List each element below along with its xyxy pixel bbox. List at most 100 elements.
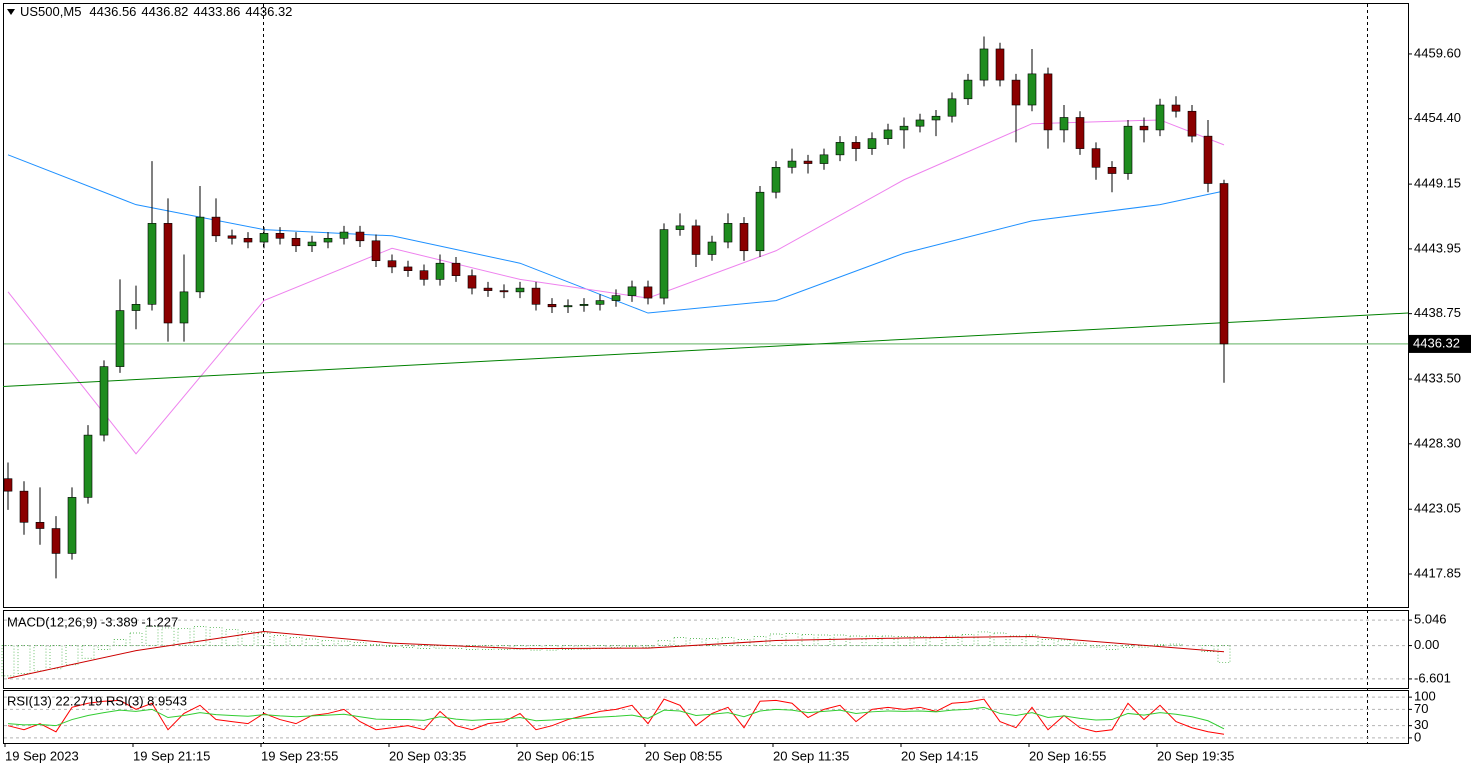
candle-body xyxy=(339,231,349,239)
macd-bar xyxy=(833,634,847,646)
y-tick-label: -6.601 xyxy=(1414,670,1451,685)
x-tick-label: 20 Sep 19:35 xyxy=(1157,748,1234,763)
y-tick-label: 4417.85 xyxy=(1414,565,1461,580)
candle-body xyxy=(99,366,109,436)
macd-bar xyxy=(145,626,159,646)
candle-body xyxy=(963,79,973,100)
candle-body xyxy=(1219,183,1229,345)
candle-body xyxy=(1187,110,1197,137)
candle-body xyxy=(755,191,765,252)
macd-bar xyxy=(353,642,367,646)
macd-bar xyxy=(561,645,575,650)
moving-average xyxy=(7,119,1225,455)
candle-body xyxy=(915,119,925,127)
x-tick-label: 19 Sep 23:55 xyxy=(261,748,338,763)
macd-bar xyxy=(241,631,255,646)
macd-bar xyxy=(177,628,191,646)
y-tick-label: 4423.05 xyxy=(1414,501,1461,516)
moving-average xyxy=(7,154,1225,314)
macd-bar xyxy=(1121,645,1135,648)
candle-body xyxy=(1107,166,1117,174)
candle-body xyxy=(931,115,941,121)
candle-body xyxy=(19,490,29,523)
macd-bar xyxy=(945,635,959,646)
macd-bar xyxy=(1009,635,1023,646)
candle-body xyxy=(1171,104,1181,112)
candle-body xyxy=(499,290,509,293)
x-tick-label: 20 Sep 06:15 xyxy=(517,748,594,763)
candle-body xyxy=(611,295,621,301)
candle-body xyxy=(515,287,525,293)
candle-body xyxy=(211,216,221,237)
macd-bar xyxy=(881,635,895,646)
candle-body xyxy=(227,235,237,239)
high-price: 4436.82 xyxy=(141,4,188,19)
macd-bar xyxy=(577,645,591,650)
candle-body xyxy=(1155,104,1165,131)
macd-bar xyxy=(273,635,287,646)
candle-body xyxy=(531,287,541,305)
macd-bar xyxy=(849,635,863,646)
macd-bar xyxy=(545,645,559,651)
y-tick-label: 30 xyxy=(1414,717,1428,732)
candle-body xyxy=(995,48,1005,81)
macd-bar xyxy=(657,640,671,646)
macd-bar xyxy=(289,637,303,646)
candle-body xyxy=(819,154,829,164)
candle-body xyxy=(435,262,445,280)
macd-bar xyxy=(817,634,831,646)
candle-body xyxy=(243,237,253,243)
candle-body xyxy=(707,241,717,255)
macd-bar xyxy=(33,645,47,672)
macd-bar xyxy=(17,645,31,674)
candle-body xyxy=(1059,117,1069,131)
macd-bar xyxy=(1169,643,1183,646)
y-tick-label: 4438.75 xyxy=(1414,305,1461,320)
candle-body xyxy=(803,160,813,164)
macd-bar xyxy=(1,645,15,677)
collapse-icon[interactable] xyxy=(7,9,15,15)
macd-bar xyxy=(769,633,783,646)
candle-body xyxy=(83,434,93,498)
candle-body xyxy=(1123,125,1133,174)
candle-body xyxy=(291,237,301,247)
macd-bar xyxy=(1057,639,1071,646)
macd-bar xyxy=(481,645,495,650)
y-tick-label: 4433.50 xyxy=(1414,370,1461,385)
macd-signal xyxy=(7,630,1225,679)
price-label-box xyxy=(1409,334,1471,353)
x-tick-label: 20 Sep 11:35 xyxy=(773,748,849,763)
x-tick-label: 20 Sep 16:55 xyxy=(1029,748,1106,763)
current-price-label: 4436.32 xyxy=(1413,335,1460,350)
candle-body xyxy=(323,237,333,243)
candle-body xyxy=(835,142,845,156)
macd-bar xyxy=(961,634,975,646)
candle-body xyxy=(35,521,45,529)
candle-body xyxy=(739,223,749,252)
candle-body xyxy=(355,231,365,242)
candle-body xyxy=(979,48,989,81)
macd-bar xyxy=(385,645,399,647)
x-tick-label: 20 Sep 14:15 xyxy=(901,748,978,763)
candle-body xyxy=(691,225,701,255)
symbol: US500,M5 xyxy=(20,4,81,19)
candle-body xyxy=(1139,125,1149,131)
candle-body xyxy=(883,129,893,139)
macd-bar xyxy=(337,640,351,646)
candle-body xyxy=(467,275,477,289)
macd-bar xyxy=(1201,645,1215,653)
macd-bar xyxy=(1073,642,1087,646)
macd-bar xyxy=(113,639,127,646)
candle-body xyxy=(115,310,125,367)
candle-body xyxy=(163,223,173,324)
candle-body xyxy=(147,223,157,305)
candle-body xyxy=(867,138,877,149)
candle-body xyxy=(451,262,461,276)
macd-panel xyxy=(3,610,1409,689)
candle-body xyxy=(723,223,733,243)
x-tick-label: 20 Sep 03:35 xyxy=(389,748,466,763)
candle-body xyxy=(595,300,605,305)
candle-body xyxy=(483,287,493,291)
y-tick-label: 4459.60 xyxy=(1414,45,1461,60)
macd-bar xyxy=(513,645,527,650)
